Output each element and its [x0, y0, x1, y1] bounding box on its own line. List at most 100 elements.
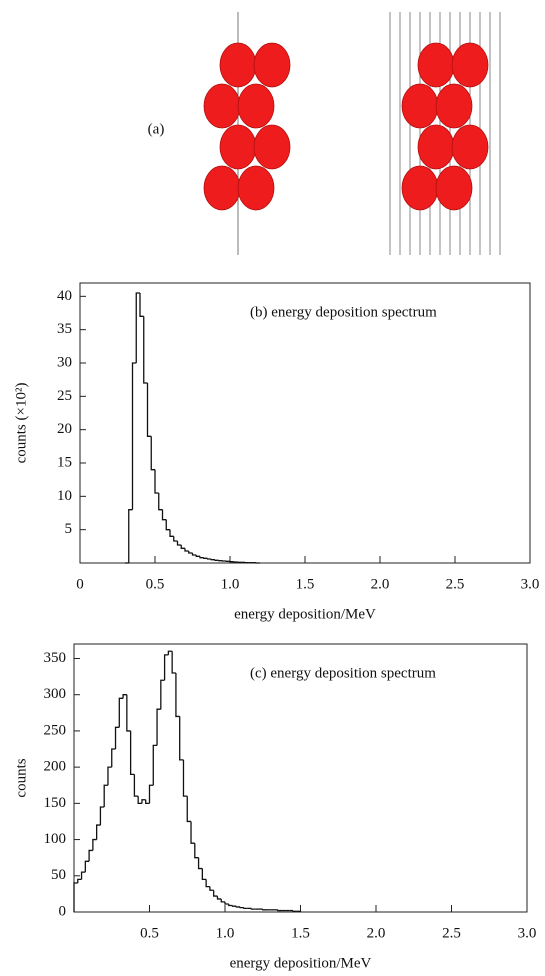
histogram-bin: [210, 559, 215, 561]
histogram-bin: [180, 545, 185, 549]
histogram-bin: [190, 821, 195, 844]
histogram-bin: [203, 557, 208, 559]
y-tick-label: 25: [57, 388, 72, 404]
histogram-bin: [171, 651, 176, 674]
histogram-bin: [99, 806, 105, 826]
y-tick-label: 40: [57, 288, 72, 304]
y-tick-label: 250: [44, 722, 67, 738]
histogram-bin: [243, 907, 248, 910]
histogram-bin: [114, 726, 120, 750]
histogram-bin: [197, 857, 203, 870]
histogram-bin: [141, 799, 146, 804]
histogram-bin: [228, 904, 233, 907]
histogram-bin: [154, 469, 159, 494]
histogram-bin: [135, 292, 140, 363]
histogram-bin: [296, 910, 302, 912]
histogram-bin: [133, 774, 139, 797]
histogram-bin: [156, 708, 161, 746]
plot-frame: [73, 643, 528, 913]
y-tick-label: 150: [44, 795, 67, 811]
histogram-bin: [173, 536, 178, 542]
histogram-bin: [239, 906, 244, 909]
histogram-bin: [160, 679, 165, 710]
x-tick-label: 0: [76, 576, 84, 592]
y-axis-title: counts (×10²): [13, 383, 29, 464]
y-tick-label: 15: [57, 454, 72, 470]
histogram-bin: [126, 694, 131, 732]
y-tick-label: 100: [44, 831, 67, 847]
histogram-bin: [161, 509, 167, 521]
x-tick-label: 2.5: [442, 925, 461, 941]
y-tick-label: 200: [44, 759, 67, 775]
histogram-bin: [148, 784, 154, 804]
histogram-bin: [250, 908, 256, 910]
histogram-bin: [129, 730, 135, 776]
histogram-bin: [107, 766, 112, 786]
y-tick-label: 350: [44, 650, 67, 666]
y-tick-label: 30: [57, 354, 72, 370]
x-tick-label: 0.5: [140, 925, 159, 941]
histogram-bin: [158, 493, 163, 511]
histogram-bin: [176, 541, 182, 546]
histogram-bin: [128, 509, 133, 563]
y-tick-label: 0: [59, 903, 67, 919]
histogram-bin: [145, 799, 150, 805]
x-tick-label: 2.0: [371, 576, 390, 592]
histogram-bin: [201, 868, 207, 881]
histogram-bin: [231, 905, 237, 907]
x-axis-title: energy deposition/MeV: [230, 955, 372, 971]
histogram-bin: [195, 555, 200, 557]
x-tick-label: 2.0: [367, 925, 386, 941]
crystal-cluster: [401, 42, 489, 211]
histogram-bin: [186, 796, 192, 823]
histogram-bin: [206, 558, 212, 560]
histogram-bin: [103, 784, 108, 807]
histogram-bin: [150, 436, 155, 471]
panel-label: (a): [148, 121, 165, 137]
histogram-bin: [152, 744, 158, 786]
histogram-bin: [122, 694, 127, 699]
histogram-bin: [77, 878, 82, 884]
histogram-bin: [80, 871, 86, 880]
histogram-bin: [139, 293, 144, 317]
histogram-bin: [262, 909, 267, 911]
histogram-bin: [84, 860, 90, 873]
histogram-bin: [175, 672, 180, 718]
y-tick-label: 5: [65, 521, 73, 537]
x-tick-label: 2.5: [446, 576, 465, 592]
histogram-bin: [194, 843, 199, 859]
x-axis-title: energy deposition/MeV: [234, 606, 376, 622]
histogram-bin: [179, 716, 184, 761]
histogram-bin: [205, 879, 210, 888]
x-tick-label: 3.0: [521, 576, 540, 592]
histogram-bin: [182, 759, 188, 797]
histogram-bin: [220, 898, 225, 903]
histogram-bin: [143, 316, 148, 384]
histogram-bin: [88, 849, 93, 862]
annotation: (c) energy deposition spectrum: [250, 665, 436, 681]
histogram-bin: [216, 896, 222, 900]
histogram-bin: [214, 559, 219, 561]
y-tick-label: 50: [51, 867, 66, 883]
x-tick-label: 1.5: [296, 576, 315, 592]
histogram-bin: [163, 654, 169, 681]
histogram-bin: [73, 882, 78, 912]
histogram-bin: [167, 650, 173, 655]
y-tick-label: 35: [57, 321, 72, 337]
histogram-bin: [169, 529, 174, 537]
histogram-bin: [131, 362, 137, 510]
histogram-bin: [224, 901, 229, 905]
x-tick-label: 1.0: [221, 576, 240, 592]
histogram-bin: [92, 838, 97, 851]
histogram-bin: [209, 886, 214, 891]
x-tick-label: 1.0: [216, 925, 235, 941]
histogram-bin: [277, 909, 282, 912]
histogram-bin: [96, 824, 101, 840]
histogram-bin: [235, 906, 241, 908]
histogram-bin: [146, 383, 152, 437]
annotation: (b) energy deposition spectrum: [250, 304, 437, 320]
x-tick-label: 1.5: [291, 925, 310, 941]
y-tick-label: 300: [44, 686, 67, 702]
